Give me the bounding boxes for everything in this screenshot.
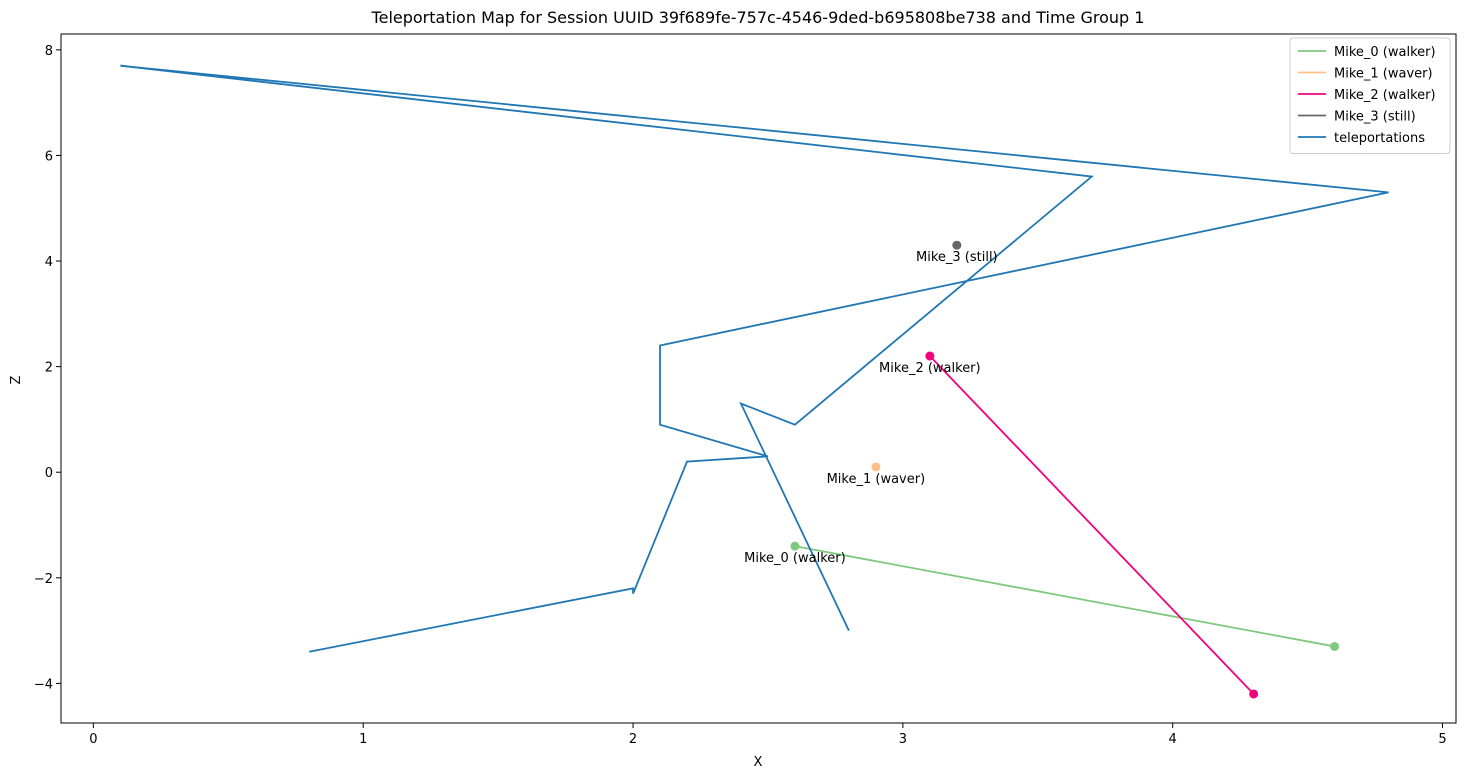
legend-label-4: teleportations bbox=[1334, 131, 1425, 146]
y-tick-label-1: −2 bbox=[34, 572, 53, 587]
x-tick-label-4: 4 bbox=[1169, 732, 1177, 747]
annotation-0: Mike_0 (walker) bbox=[744, 551, 846, 566]
y-tick-label-6: 8 bbox=[45, 44, 53, 59]
y-tick-label-4: 4 bbox=[45, 255, 53, 270]
x-tick-label-3: 3 bbox=[899, 732, 907, 747]
legend: Mike_0 (walker) Mike_1 (waver) Mike_2 (wal… bbox=[1289, 37, 1451, 154]
legend-label-2: Mike_2 (walker) bbox=[1334, 88, 1436, 103]
series-2-point-0 bbox=[925, 351, 935, 361]
axes: 0 1 2 3 4 5 −4 −2 0 2 4 6 8 bbox=[34, 33, 1457, 747]
x-tick-label-0: 0 bbox=[89, 732, 97, 747]
annotation-3: Mike_3 (still) bbox=[916, 250, 998, 265]
x-tick-label-5: 5 bbox=[1438, 732, 1446, 747]
y-axis-label: Z bbox=[9, 375, 24, 384]
series-0-point-1 bbox=[1330, 641, 1340, 651]
series-1-point-0 bbox=[871, 462, 881, 472]
y-tick-label-2: 0 bbox=[45, 466, 53, 481]
series-line-4 bbox=[120, 64, 1389, 653]
annotation-2: Mike_2 (walker) bbox=[879, 361, 981, 376]
legend-label-1: Mike_1 (waver) bbox=[1334, 67, 1433, 82]
legend-label-0: Mike_0 (walker) bbox=[1334, 45, 1436, 60]
plot-area: Mike_0 (walker) Mike_1 (waver) Mike_2 (wal… bbox=[120, 64, 1389, 699]
y-tick-label-5: 6 bbox=[45, 149, 53, 164]
y-tick-label-3: 2 bbox=[45, 361, 53, 376]
axes-frame bbox=[60, 33, 1457, 724]
annotation-1: Mike_1 (waver) bbox=[827, 472, 926, 487]
y-tick-label-0: −4 bbox=[34, 677, 53, 692]
series-0-point-0 bbox=[790, 541, 800, 551]
legend-box bbox=[1289, 37, 1451, 154]
legend-label-3: Mike_3 (still) bbox=[1334, 110, 1416, 125]
x-axis-label: X bbox=[754, 755, 763, 770]
plot-series bbox=[120, 64, 1389, 699]
series-line-0 bbox=[794, 545, 1335, 648]
series-3-point-0 bbox=[952, 240, 962, 250]
x-tick-label-1: 1 bbox=[359, 732, 367, 747]
chart-title: Teleportation Map for Session UUID 39f68… bbox=[371, 8, 1145, 27]
series-2-point-1 bbox=[1249, 689, 1259, 699]
x-tick-label-2: 2 bbox=[629, 732, 637, 747]
series-line-2 bbox=[929, 355, 1255, 695]
